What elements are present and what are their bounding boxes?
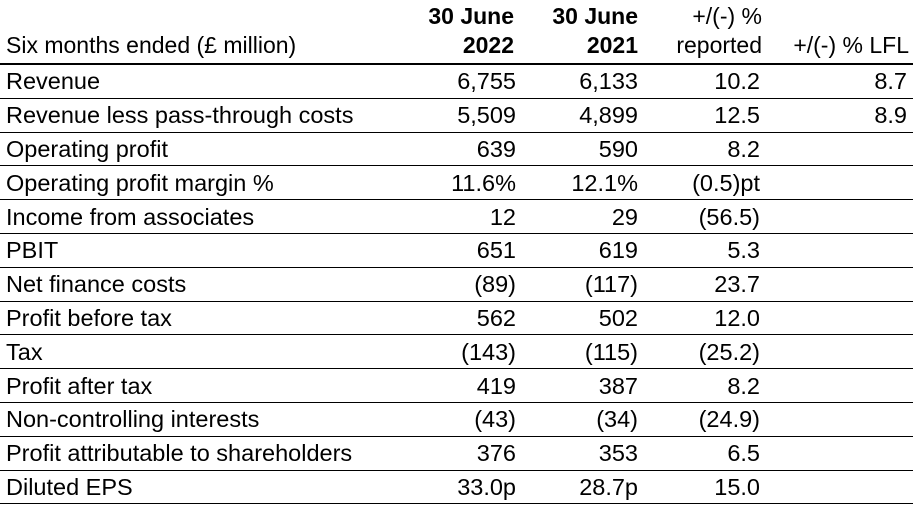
table-row: Revenue less pass-through costs 5,509 4,89… <box>0 98 913 133</box>
cell-2021: 4,899 <box>518 98 642 133</box>
cell-2021: 29 <box>518 199 642 234</box>
cell-2021: 619 <box>518 233 642 268</box>
cell-2022: (89) <box>410 267 518 302</box>
cell-2022: (43) <box>410 402 518 437</box>
cell-2022: (143) <box>410 334 518 370</box>
table-row: Profit after tax 419 387 8.2 <box>0 368 913 403</box>
table-row: Diluted EPS 33.0p 28.7p 15.0 <box>0 470 913 505</box>
table-row: Income from associates 12 29 (56.5) <box>0 199 913 234</box>
cell-2021: 28.7p <box>518 470 642 505</box>
cell-lfl-change <box>766 199 913 234</box>
cell-lfl-change <box>766 368 913 403</box>
cell-reported-change: (0.5)pt <box>642 165 766 201</box>
header-reported-change: +/(-) % reported <box>642 0 766 64</box>
cell-lfl-change <box>766 334 913 370</box>
table-row: Revenue 6,755 6,133 10.2 8.7 <box>0 64 913 99</box>
cell-2022: 419 <box>410 368 518 403</box>
cell-2021: (117) <box>518 267 642 302</box>
header-2021-date: 30 June <box>552 3 638 29</box>
cell-2021: 502 <box>518 301 642 336</box>
table-header: Six months ended (£ million) 30 June 202… <box>0 0 913 64</box>
cell-lfl-change: 8.9 <box>766 98 913 133</box>
cell-reported-change: (25.2) <box>642 334 766 370</box>
table-row: Tax (143) (115) (25.2) <box>0 334 913 370</box>
header-2022-date: 30 June <box>428 3 514 29</box>
row-label: Revenue less pass-through costs <box>0 98 410 133</box>
cell-lfl-change <box>766 436 913 471</box>
cell-reported-change: (24.9) <box>642 402 766 437</box>
cell-2022: 33.0p <box>410 470 518 505</box>
cell-lfl-change <box>766 402 913 437</box>
row-label: Income from associates <box>0 199 410 234</box>
cell-reported-change: 8.2 <box>642 132 766 167</box>
header-period-label: Six months ended (£ million) <box>6 32 297 58</box>
cell-2021: 12.1% <box>518 165 642 201</box>
cell-lfl-change <box>766 301 913 336</box>
cell-lfl-change <box>766 165 913 201</box>
cell-reported-change: 23.7 <box>642 267 766 302</box>
cell-2022: 6,755 <box>410 64 518 99</box>
cell-reported-change: 15.0 <box>642 470 766 505</box>
cell-reported-change: 6.5 <box>642 436 766 471</box>
row-label: Operating profit <box>0 132 410 167</box>
cell-lfl-change <box>766 233 913 268</box>
table-row: Non-controlling interests (43) (34) (24.9) <box>0 402 913 437</box>
cell-lfl-change <box>766 267 913 302</box>
header-2021: 30 June 2021 <box>518 0 642 64</box>
cell-2022: 376 <box>410 436 518 471</box>
table-row: Profit attributable to shareholders 376 35… <box>0 436 913 471</box>
row-label: Non-controlling interests <box>0 402 410 437</box>
cell-reported-change: 8.2 <box>642 368 766 403</box>
row-label: Tax <box>0 334 410 370</box>
cell-2022: 651 <box>410 233 518 268</box>
cell-2022: 639 <box>410 132 518 167</box>
cell-reported-change: 5.3 <box>642 233 766 268</box>
row-label: Profit before tax <box>0 301 410 336</box>
table-row: Operating profit margin % 11.6% 12.1% (0.5)… <box>0 165 913 201</box>
header-lfl-change: +/(-) % LFL <box>766 0 913 64</box>
header-2021-year: 2021 <box>586 32 638 58</box>
row-label: Profit attributable to shareholders <box>0 436 410 471</box>
header-2022-year: 2022 <box>462 32 514 58</box>
table-row: Profit before tax 562 502 12.0 <box>0 301 913 336</box>
table-body: Revenue 6,755 6,133 10.2 8.7 Revenue less pas… <box>0 64 913 505</box>
row-label: Profit after tax <box>0 368 410 403</box>
row-label: Revenue <box>0 64 410 99</box>
header-reported-line2: reported <box>676 32 762 58</box>
cell-2021: (115) <box>518 334 642 370</box>
cell-2022: 11.6% <box>410 165 518 201</box>
cell-lfl-change <box>766 470 913 505</box>
cell-reported-change: 12.5 <box>642 98 766 133</box>
row-label: Operating profit margin % <box>0 165 410 201</box>
header-2022: 30 June 2022 <box>410 0 518 64</box>
cell-reported-change: (56.5) <box>642 199 766 234</box>
row-label: PBIT <box>0 233 410 268</box>
header-row: Six months ended (£ million) 30 June 202… <box>0 0 913 64</box>
header-lfl-line2: +/(-) % LFL <box>793 32 909 58</box>
cell-2021: (34) <box>518 402 642 437</box>
cell-2021: 6,133 <box>518 64 642 99</box>
cell-reported-change: 12.0 <box>642 301 766 336</box>
cell-2022: 12 <box>410 199 518 234</box>
cell-reported-change: 10.2 <box>642 64 766 99</box>
row-label: Net finance costs <box>0 267 410 302</box>
row-label: Diluted EPS <box>0 470 410 505</box>
cell-2021: 387 <box>518 368 642 403</box>
cell-2021: 353 <box>518 436 642 471</box>
cell-2022: 562 <box>410 301 518 336</box>
cell-2021: 590 <box>518 132 642 167</box>
header-reported-line1: +/(-) % <box>692 3 762 29</box>
cell-lfl-change: 8.7 <box>766 64 913 99</box>
table-row: Net finance costs (89) (117) 23.7 <box>0 267 913 302</box>
table-row: Operating profit 639 590 8.2 <box>0 132 913 167</box>
table-row: PBIT 651 619 5.3 <box>0 233 913 268</box>
cell-2022: 5,509 <box>410 98 518 133</box>
cell-lfl-change <box>766 132 913 167</box>
